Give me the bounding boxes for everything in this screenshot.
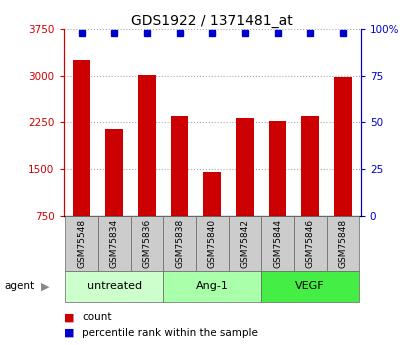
Text: GSM75846: GSM75846 [305,219,314,268]
Text: agent: agent [4,282,34,291]
Text: untreated: untreated [86,282,142,291]
Text: GSM75836: GSM75836 [142,219,151,268]
Bar [293,216,326,271]
Text: VEGF: VEGF [294,282,324,291]
Text: ■: ■ [63,313,74,322]
Bar [235,118,253,216]
Bar [301,116,318,216]
Title: GDS1922 / 1371481_at: GDS1922 / 1371481_at [131,14,292,28]
Bar [163,216,196,271]
Text: percentile rank within the sample: percentile rank within the sample [82,328,257,338]
Bar [163,271,261,302]
Text: GSM75844: GSM75844 [272,219,281,268]
Bar [72,60,90,216]
Bar [261,271,358,302]
Bar [98,216,130,271]
Bar [203,171,220,216]
Bar [268,121,286,216]
Bar [65,216,98,271]
Text: GSM75840: GSM75840 [207,219,216,268]
Text: Ang-1: Ang-1 [195,282,228,291]
Bar [333,77,351,216]
Text: GSM75838: GSM75838 [175,219,184,268]
Bar [130,216,163,271]
Bar [326,216,358,271]
Text: GSM75848: GSM75848 [337,219,346,268]
Bar [228,216,261,271]
Text: ▶: ▶ [41,282,49,291]
Bar [137,75,155,216]
Text: GSM75834: GSM75834 [110,219,118,268]
Text: ■: ■ [63,328,74,338]
Bar [105,129,123,216]
Text: GSM75842: GSM75842 [240,219,249,268]
Bar [196,216,228,271]
Text: GSM75548: GSM75548 [77,219,86,268]
Bar [65,271,163,302]
Bar [170,116,188,216]
Bar [261,216,293,271]
Text: count: count [82,313,111,322]
